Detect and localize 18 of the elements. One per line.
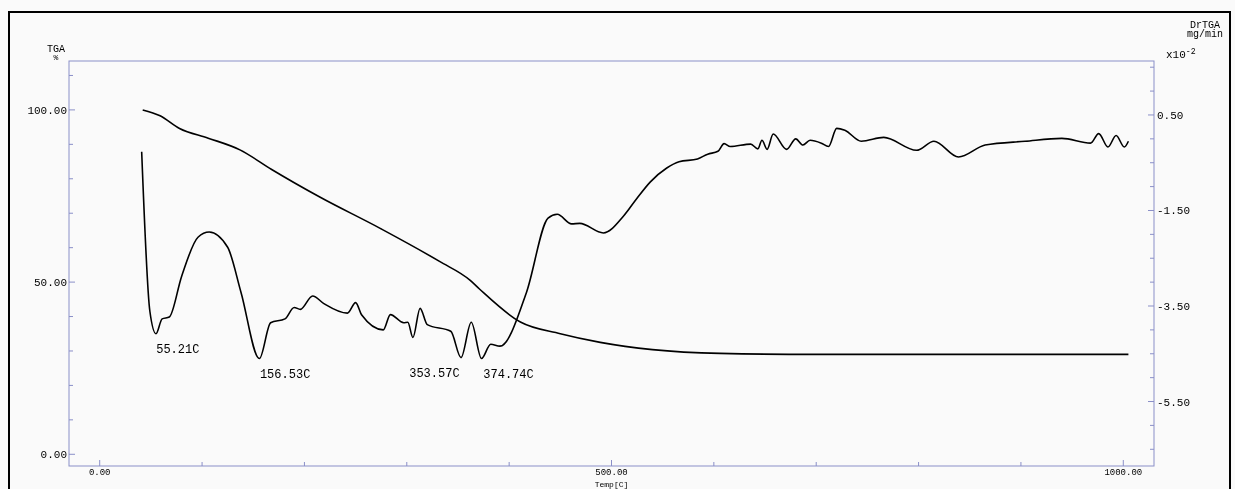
annotation: 156.53C xyxy=(259,367,311,382)
y-tick-label: 0.00 xyxy=(40,449,67,462)
y2-tick-label: -3.50 xyxy=(1157,301,1191,314)
y-tick-label: 50.00 xyxy=(33,277,67,290)
annotation: 374.74C xyxy=(483,367,534,382)
text: x10$^{-2}$ xyxy=(1166,46,1196,61)
annotation: 55.21C xyxy=(156,343,200,358)
x-tick-label: 500.00 xyxy=(595,468,628,478)
x-tick-label: 1000.00 xyxy=(1104,468,1143,478)
y-tick-label: 100.00 xyxy=(27,104,67,117)
annotation: 353.57C xyxy=(409,366,460,381)
y-axis-title: TGA % xyxy=(46,44,66,62)
y2-tick-label: -1.50 xyxy=(1157,205,1191,218)
x-axis-title: Temp[C] xyxy=(594,480,629,489)
y2-tick-label: -5.50 xyxy=(1157,396,1191,409)
y2-axis-title: DrTGA mg/min xyxy=(1186,20,1224,40)
y2-tick-label: 0.50 xyxy=(1157,109,1184,122)
x-tick-label: 0.00 xyxy=(88,468,111,478)
